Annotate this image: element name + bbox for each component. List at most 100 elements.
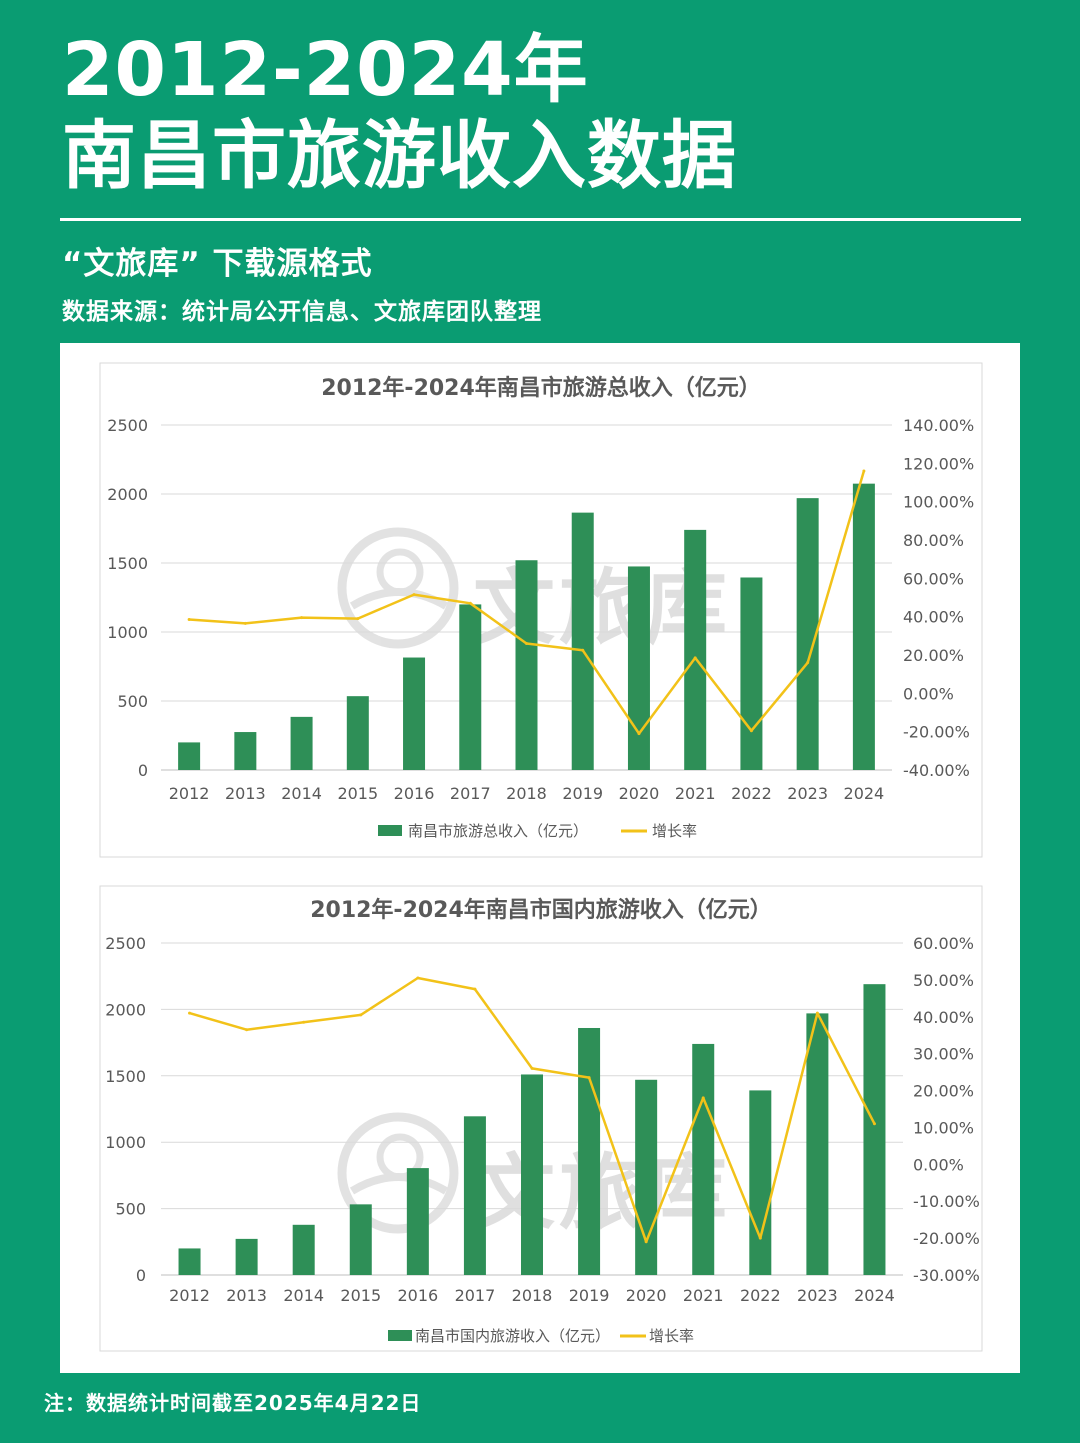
bar-2020 <box>635 1079 658 1275</box>
bar-2013 <box>234 732 257 770</box>
y-right-tick-label: 80.00% <box>903 531 964 550</box>
watermark-sun <box>376 548 424 596</box>
y-left-tick-label: 1000 <box>105 1133 146 1152</box>
growth-point-2018 <box>525 642 528 645</box>
bar-2015 <box>346 696 369 770</box>
bar-2020 <box>627 566 650 770</box>
growth-point-2024 <box>862 469 866 473</box>
growth-point-2020 <box>644 1240 648 1244</box>
bar-2012 <box>178 742 201 770</box>
y-right-tick-label: 50.00% <box>913 971 974 990</box>
growth-point-2022 <box>758 1236 762 1240</box>
y-left-tick-label: 2500 <box>107 416 148 435</box>
bar-2023 <box>806 1013 829 1275</box>
y-left-tick-label: 500 <box>115 1200 146 1219</box>
legend-bar-swatch <box>378 825 402 836</box>
x-tick-label: 2014 <box>281 784 322 803</box>
y-right-tick-label: -10.00% <box>913 1192 980 1211</box>
bar-2022 <box>740 577 763 770</box>
x-tick-label: 2014 <box>283 1286 324 1305</box>
x-tick-label: 2022 <box>740 1286 781 1305</box>
growth-point-2016 <box>412 593 416 597</box>
growth-point-2021 <box>693 656 697 660</box>
growth-point-2015 <box>356 617 360 621</box>
bar-2013 <box>235 1238 258 1275</box>
growth-point-2024 <box>872 1122 876 1126</box>
watermark-wave <box>349 1173 449 1195</box>
x-tick-label: 2013 <box>226 1286 267 1305</box>
growth-point-2019 <box>581 648 585 652</box>
legend-bar-label: 南昌市旅游总收入（亿元） <box>408 822 588 840</box>
x-tick-label: 2013 <box>225 784 266 803</box>
title-divider <box>60 218 1021 221</box>
chart-1: 文旅库2012年-2024年南昌市旅游总收入（亿元）05001000150020… <box>99 362 983 858</box>
bar-2021 <box>684 529 707 770</box>
x-tick-label: 2023 <box>787 784 828 803</box>
growth-point-2012 <box>188 1011 192 1015</box>
bar-2015 <box>349 1204 372 1275</box>
chart-title: 2012年-2024年南昌市旅游总收入（亿元） <box>321 375 761 401</box>
bar-2023 <box>796 498 819 770</box>
bar-2024 <box>852 483 875 770</box>
x-tick-label: 2021 <box>683 1286 724 1305</box>
bar-2022 <box>749 1090 772 1275</box>
y-right-tick-label: 120.00% <box>903 454 974 473</box>
bar-2019 <box>578 1027 601 1275</box>
y-right-tick-label: 100.00% <box>903 493 974 512</box>
y-right-tick-label: 60.00% <box>903 569 964 588</box>
x-tick-label: 2023 <box>797 1286 838 1305</box>
growth-point-2020 <box>637 732 641 736</box>
chart-legend: 南昌市旅游总收入（亿元） 增长率 <box>378 822 697 840</box>
y-left-tick-label: 1000 <box>107 623 148 642</box>
y-right-tick-label: -40.00% <box>903 761 970 780</box>
x-tick-label: 2017 <box>450 784 491 803</box>
bar-2024 <box>863 984 886 1275</box>
bar-2016 <box>403 657 426 770</box>
x-tick-label: 2024 <box>844 784 885 803</box>
y-left-tick-label: 0 <box>138 761 148 780</box>
charts-card: 文旅库 2012年-2024年南昌市旅游总收入（亿元） 0 500 1000 1500 20… <box>60 343 1020 1373</box>
y-left-tick-label: 2000 <box>107 485 148 504</box>
bar-2018 <box>515 560 538 770</box>
watermark-ring <box>337 527 459 649</box>
chart-2: 文旅库2012年-2024年南昌市国内旅游收入（亿元）0500100015002… <box>99 885 983 1352</box>
legend-line-label: 增长率 <box>652 822 697 840</box>
chart-legend: 南昌市国内旅游收入（亿元） 增长率 <box>388 1327 694 1345</box>
growth-point-2017 <box>468 601 472 605</box>
bar-2014 <box>292 1224 315 1275</box>
growth-point-2012 <box>187 618 191 622</box>
y-right-tick-label: 30.00% <box>913 1045 974 1064</box>
growth-point-2018 <box>530 1066 534 1070</box>
x-tick-label: 2018 <box>506 784 547 803</box>
page-title-line-1: 2012-2024年 <box>62 27 589 113</box>
x-tick-label: 2012 <box>169 784 210 803</box>
y-left-tick-label: 1500 <box>105 1067 146 1086</box>
y-left-tick-label: 2000 <box>105 1000 146 1019</box>
x-tick-label: 2019 <box>569 1286 610 1305</box>
y-right-tick-label: 20.00% <box>913 1082 974 1101</box>
page-title-line-2: 南昌市旅游收入数据 <box>62 113 737 199</box>
bar-2018 <box>521 1074 543 1275</box>
y-right-tick-label: 140.00% <box>903 416 974 435</box>
x-tick-label: 2021 <box>675 784 716 803</box>
chart-frame <box>99 362 983 858</box>
legend-line-label: 增长率 <box>649 1327 694 1345</box>
x-tick-label: 2018 <box>512 1286 553 1305</box>
legend-bar-swatch <box>388 1330 412 1341</box>
x-tick-label: 2020 <box>619 784 660 803</box>
x-tick-label: 2019 <box>562 784 603 803</box>
y-right-tick-label: 0.00% <box>913 1155 964 1174</box>
footnote: 注：数据统计时间截至2025年4月22日 <box>44 1391 422 1415</box>
bar-2019 <box>571 512 594 770</box>
bar-2017 <box>463 1116 486 1275</box>
y-right-tick-label: 40.00% <box>903 608 964 627</box>
y-right-tick-label: 40.00% <box>913 1008 974 1027</box>
subtitle: “文旅库” 下载源格式 <box>62 246 373 282</box>
x-tick-label: 2016 <box>394 784 435 803</box>
y-left-tick-label: 0 <box>136 1266 146 1285</box>
y-right-tick-label: 0.00% <box>903 684 954 703</box>
watermark-wave <box>349 588 449 610</box>
x-tick-label: 2015 <box>340 1286 381 1305</box>
y-right-tick-label: 20.00% <box>903 646 964 665</box>
bar-2021 <box>692 1043 715 1275</box>
